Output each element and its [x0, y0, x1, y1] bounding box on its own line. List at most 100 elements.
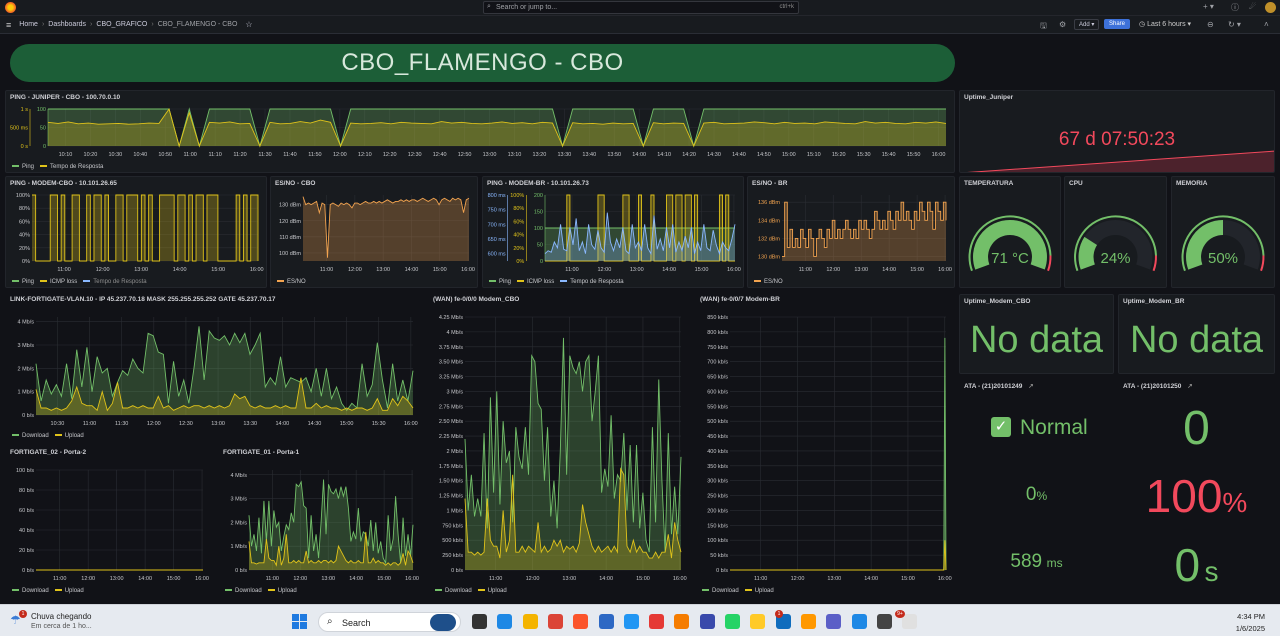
legend-item[interactable]: ES/NO — [277, 279, 306, 285]
x-tick-label: 14:00 — [349, 576, 363, 582]
series-area-download — [465, 337, 681, 570]
windows-start-icon[interactable] — [292, 614, 307, 629]
y-tick-label: 3 Mb/s — [230, 497, 247, 503]
chart-link-fortigate[interactable]: 0 b/s 1 Mb/s 2 Mb/s 3 Mb/s 4 Mb/s 10:30 11:00 1… — [8, 315, 419, 427]
legend-item[interactable]: Download — [702, 588, 739, 594]
breadcrumb-dashboards[interactable]: Dashboards — [48, 21, 87, 28]
legend-item[interactable]: Tempo de Resposta — [40, 164, 103, 170]
external-link-icon[interactable]: ↗ — [1028, 383, 1034, 390]
collapse-icon[interactable]: ˄ — [1264, 20, 1269, 29]
legend-item[interactable]: Download — [435, 588, 472, 594]
chart-fortigate-01[interactable]: 0 b/s 1 Mb/s 2 Mb/s 3 Mb/s 4 Mb/s 11:00 12:00 1… — [221, 468, 419, 582]
refresh-icon[interactable]: ↻ ▾ — [1228, 20, 1241, 29]
notepad-icon[interactable] — [699, 614, 715, 629]
plus-icon[interactable]: + ▾ — [1203, 2, 1214, 11]
chart-fortigate-02[interactable]: 0 b/s 20 b/s 40 b/s 60 b/s 80 b/s 100 b/s 11:0… — [8, 468, 209, 582]
legend-item[interactable]: Upload — [267, 588, 297, 594]
y-tick-label: 40% — [19, 233, 30, 239]
chrome-icon[interactable] — [547, 614, 563, 629]
task-view-icon[interactable] — [472, 614, 487, 629]
share-button[interactable]: Share — [1104, 19, 1131, 29]
y-tick-label: 1 Mb/s — [17, 390, 34, 396]
time-picker[interactable]: ◷ Last 6 hours ▾ — [1139, 21, 1192, 28]
chart-esno-cbo[interactable]: 100 dBm 110 dBm 120 dBm 130 dBm 11:00 12:00 13… — [273, 193, 475, 273]
legend-item[interactable]: ICMP loss — [40, 279, 77, 285]
legend-swatch — [560, 280, 568, 283]
avatar[interactable] — [1265, 2, 1276, 13]
chart-wan-cbo[interactable]: 0 b/s 250 kb/s 500 kb/s 750 kb/s 1 Mb/s 1.25 … — [431, 315, 687, 582]
edge-icon[interactable] — [497, 614, 513, 629]
chart-ping-modem-cbo[interactable]: 0% 20% 40% 60% 80% 100% 11:00 12:00 13:00 14:00 15… — [8, 193, 264, 273]
panel-uptime-modem-br: Uptime_Modem_BR No data — [1118, 294, 1275, 374]
y-tick-label: 100 b/s — [16, 468, 34, 474]
legend-item[interactable]: Upload — [477, 588, 507, 594]
clock-date[interactable]: 1/6/2025 — [1235, 624, 1265, 633]
clock-time[interactable]: 4:34 PM — [1237, 612, 1265, 621]
y-tick-label: 136 dBm — [758, 200, 780, 206]
x-tick-label: 15:00 — [636, 576, 650, 582]
legend-item[interactable]: Upload — [54, 588, 84, 594]
phone-link-icon[interactable] — [851, 614, 867, 629]
weather-icon[interactable]: ☂ — [10, 613, 21, 627]
breadcrumb-home[interactable]: Home — [19, 21, 38, 28]
legend-item[interactable]: ES/NO — [754, 279, 783, 285]
webex-icon[interactable] — [598, 614, 614, 629]
settings-icon[interactable]: ⚙ — [1059, 20, 1067, 29]
series-line-download — [464, 337, 682, 553]
legend-swatch — [489, 280, 496, 283]
help-icon[interactable]: ⓘ — [1231, 3, 1239, 12]
chart-esno-br[interactable]: 130 dBm 132 dBm 134 dBm 136 dBm 11:00 12:00 13… — [750, 193, 952, 273]
legend-item[interactable]: Download — [225, 588, 262, 594]
legend-item[interactable]: Tempo de Resposta — [560, 279, 624, 285]
y-tick-label: 700 ms — [488, 222, 506, 228]
whatsapp-icon[interactable] — [725, 614, 740, 629]
terminal-icon[interactable] — [876, 614, 892, 629]
legend-item[interactable]: Tempo de Resposta — [83, 279, 147, 285]
top-bar: ⌕ Search or jump to... ctrl+k + ▾ ⓘ ☄ — [0, 0, 1280, 16]
snipping-tool-icon[interactable] — [902, 614, 918, 629]
folder-icon[interactable] — [750, 614, 766, 629]
series-area-download — [730, 337, 946, 570]
anydesk-icon[interactable] — [649, 614, 665, 629]
legend-item[interactable]: ICMP loss — [517, 279, 554, 285]
chart-ping-modem-br[interactable]: 600 ms 650 ms 700 ms 750 ms 800 ms 0% 20% 40% 60… — [485, 193, 741, 273]
menu-icon[interactable]: ≡ — [6, 19, 12, 30]
legend-item[interactable]: Ping — [489, 279, 511, 285]
legend-item[interactable]: Download — [12, 588, 49, 594]
external-link-icon[interactable]: ↗ — [1187, 383, 1193, 390]
x-tick-label: 13:00 — [630, 267, 644, 273]
taskbar-search[interactable]: ⌕ Search — [318, 612, 461, 632]
brave-icon[interactable] — [573, 614, 589, 629]
legend-item[interactable]: Upload — [744, 588, 774, 594]
search-input[interactable]: ⌕ Search or jump to... ctrl+k — [483, 1, 799, 14]
x-tick-label: 11:20 — [233, 152, 246, 158]
x-tick-label: 14:10 — [657, 152, 671, 158]
legend-item[interactable]: Ping — [12, 164, 34, 170]
app-icon[interactable] — [800, 614, 816, 629]
zoom-out-icon[interactable]: ⊖ — [1207, 20, 1214, 29]
y-tick-label: 2.75 Mb/s — [439, 404, 463, 410]
legend-item[interactable]: Upload — [54, 433, 84, 439]
gauge-svg: 71 °C — [968, 215, 1052, 272]
file-explorer-icon[interactable] — [522, 614, 538, 629]
star-icon[interactable]: ☆ — [245, 20, 253, 29]
add-button[interactable]: Add ▾ — [1074, 19, 1100, 30]
phone-icon[interactable] — [623, 614, 639, 629]
chart-wan-br[interactable]: 0 b/s 50 kb/s 100 kb/s 150 kb/s 200 kb/s 250 … — [698, 315, 952, 582]
news-icon[interactable]: ☄ — [1249, 2, 1257, 11]
network-icon[interactable] — [674, 614, 690, 629]
breadcrumb-folder[interactable]: CBO_GRAFICO — [96, 21, 148, 28]
grafana-logo[interactable] — [5, 2, 16, 13]
y-tick-label: 300 kb/s — [707, 479, 728, 485]
legend-item[interactable]: Ping — [12, 279, 34, 285]
y-tick-label: 4.25 Mb/s — [439, 315, 463, 321]
teams-icon[interactable] — [826, 614, 842, 629]
chart-ping-juniper[interactable]: 0 s 500 ms 1 s 0 50 100 10:10 10:20 10:30 10:40 10… — [8, 107, 952, 158]
panel-title: TEMPERATURA — [964, 180, 1014, 187]
y-tick-label: 4 Mb/s — [17, 320, 34, 326]
series-area-tempo-de-resposta — [545, 212, 735, 261]
legend-item[interactable]: Download — [12, 433, 49, 439]
weather-title[interactable]: Chuva chegando — [31, 612, 92, 621]
x-tick-label: 16:00 — [938, 267, 952, 273]
save-icon[interactable]: 🖫 — [1040, 21, 1047, 30]
